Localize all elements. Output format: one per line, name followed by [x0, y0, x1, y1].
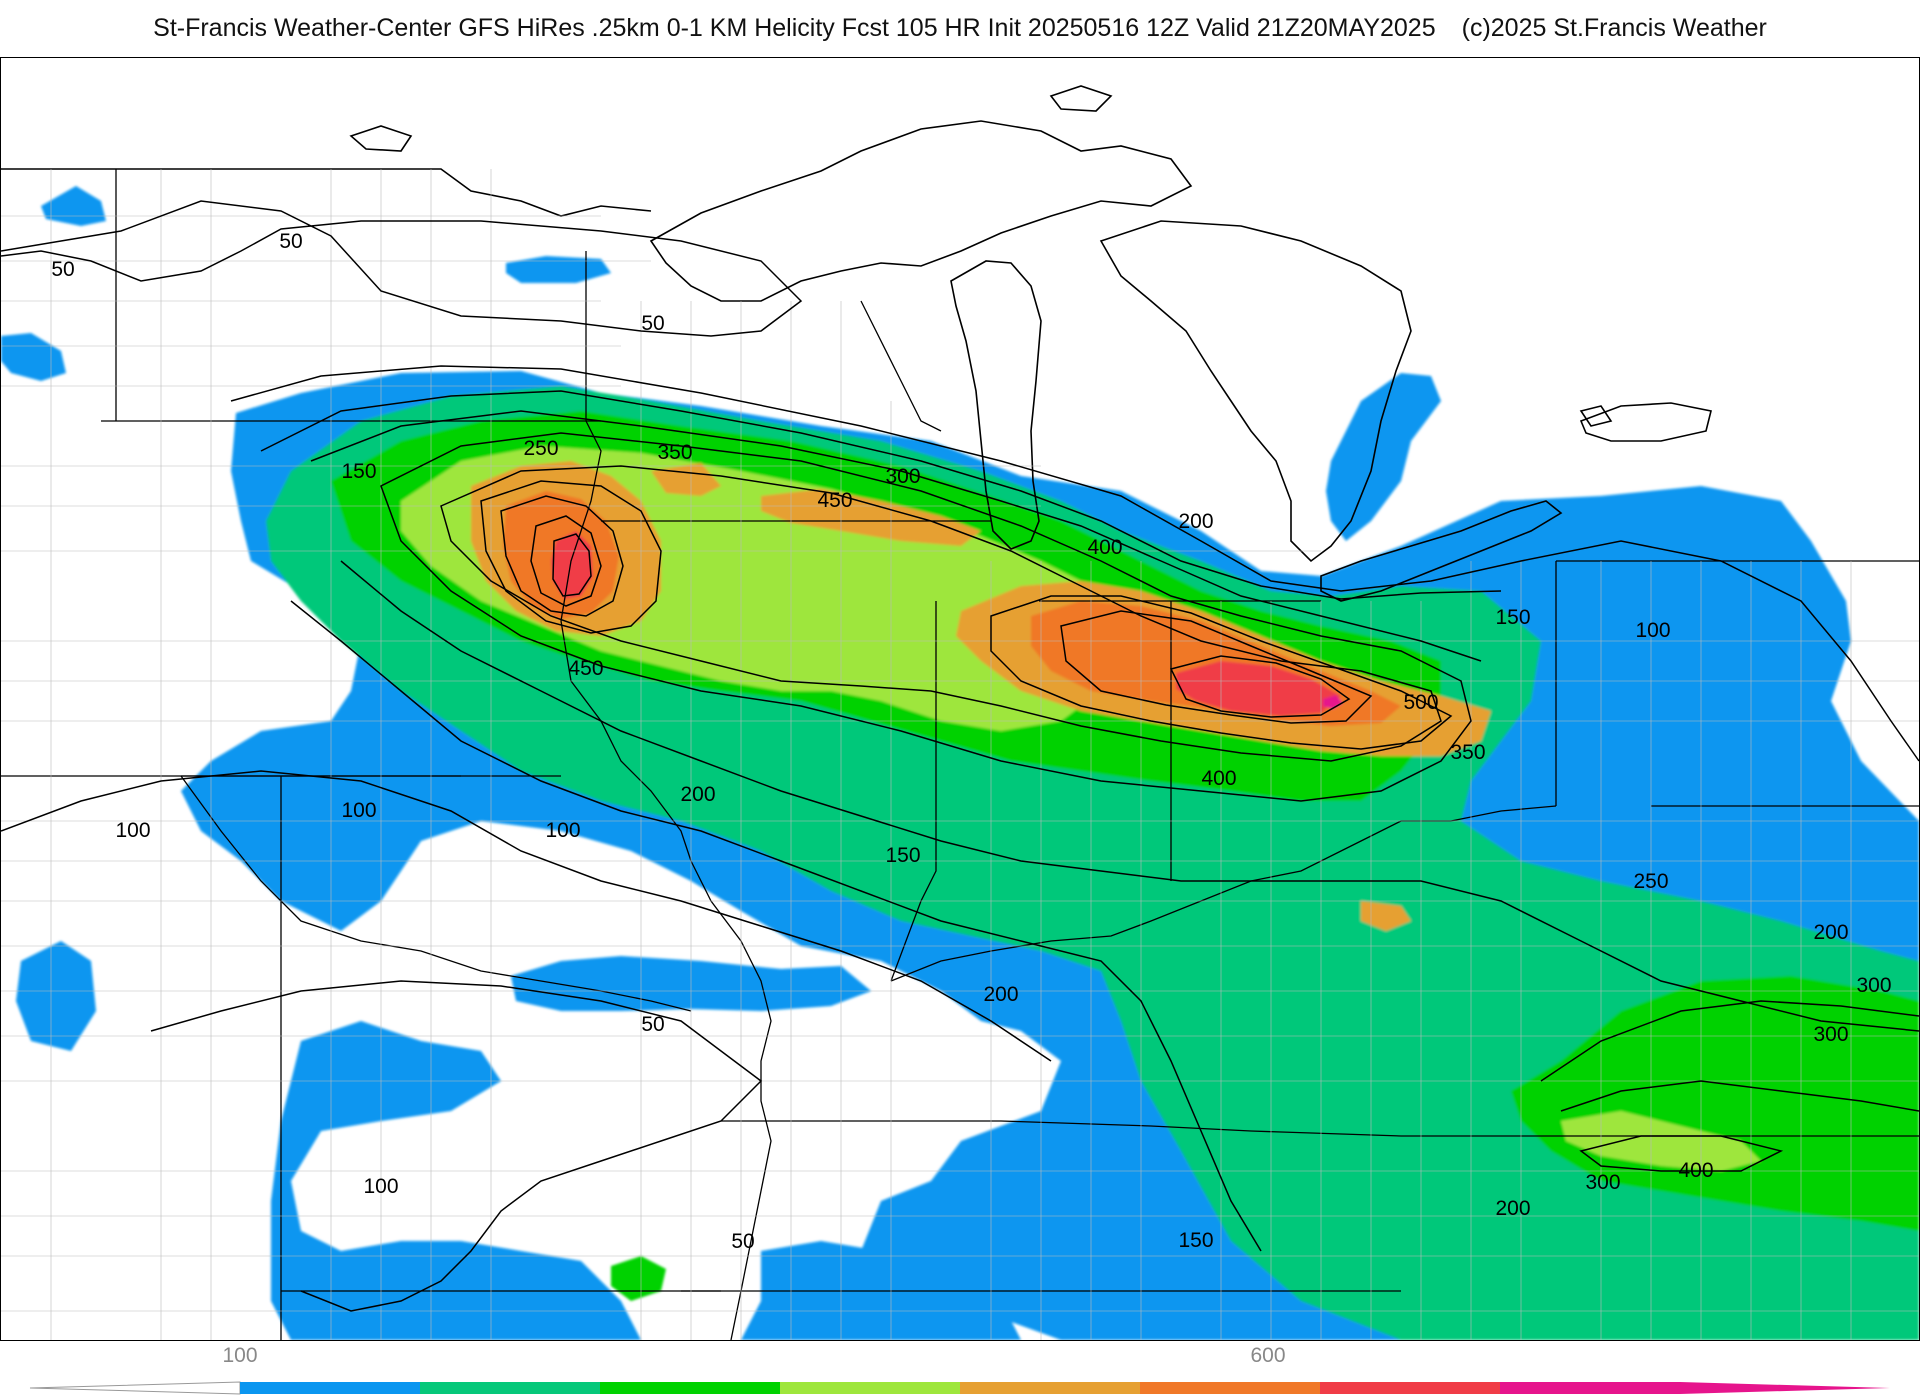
- shade-blue-west: [16, 941, 96, 1051]
- contour-label: 200: [1495, 1197, 1530, 1220]
- contour-label: 300: [1856, 974, 1891, 997]
- contour-label: 50: [731, 1230, 754, 1253]
- colorbar-tick-label: 100: [222, 1344, 257, 1368]
- contour-label: 200: [1178, 510, 1213, 533]
- shade-blue-nw2: [1, 333, 66, 381]
- contour-label: 350: [657, 441, 692, 464]
- contour-label: 100: [545, 819, 580, 842]
- shade-blue-lake-huron: [1326, 373, 1441, 541]
- contour-label: 400: [1678, 1159, 1713, 1182]
- colorbar-tick-label: 600: [1250, 1344, 1285, 1368]
- lake-ontario-shore: [1581, 403, 1711, 441]
- contour-label: 150: [1495, 606, 1530, 629]
- contour-50-north: [1, 201, 801, 336]
- canada-lake-1: [351, 126, 411, 151]
- contour-label: 50: [641, 1013, 664, 1036]
- colorbar-graphic: [0, 1376, 1920, 1400]
- contour-label: 300: [885, 465, 920, 488]
- contour-label: 100: [1635, 619, 1670, 642]
- contour-label: 100: [115, 819, 150, 842]
- canada-lake-2: [1051, 86, 1111, 111]
- colorbar-low-arrow: [30, 1382, 240, 1394]
- shade-blue-mn: [506, 256, 611, 283]
- copyright: (c)2025 St.Francis Weather: [1462, 14, 1767, 43]
- contour-label: 250: [1633, 870, 1668, 893]
- contour-label: 150: [341, 460, 376, 483]
- contour-label: 50: [279, 230, 302, 253]
- contour-label: 100: [341, 799, 376, 822]
- map-frame: 50 50 50 50 50 100 100 100 100 100 150 1…: [0, 57, 1920, 1341]
- contour-label: 400: [1087, 536, 1122, 559]
- state-line-wi-mi-up: [861, 301, 941, 431]
- contour-label: 200: [983, 983, 1018, 1006]
- contour-label: 450: [817, 489, 852, 512]
- lake-superior-shore: [651, 121, 1191, 301]
- mississippi-river: [691, 861, 771, 1340]
- contour-label: 150: [885, 844, 920, 867]
- colorbar-high-arrow: [1680, 1382, 1890, 1394]
- contour-label: 450: [568, 657, 603, 680]
- contour-label: 300: [1585, 1171, 1620, 1194]
- contour-label: 50: [641, 312, 664, 335]
- colorbar-segment: [240, 1382, 421, 1394]
- contour-label: 250: [523, 437, 558, 460]
- contour-label: 200: [680, 783, 715, 806]
- colorbar-segment: [600, 1382, 781, 1394]
- map-title: St-Francis Weather-Center GFS HiRes .25k…: [153, 14, 1435, 43]
- colorbar-segment: [780, 1382, 961, 1394]
- contour-label: 400: [1201, 767, 1236, 790]
- title-bar: St-Francis Weather-Center GFS HiRes .25k…: [0, 0, 1920, 56]
- contour-label: 300: [1813, 1023, 1848, 1046]
- contour-label: 150: [1178, 1229, 1213, 1252]
- shade-green-south-spot: [611, 1256, 666, 1301]
- colorbar-segment: [1500, 1382, 1681, 1394]
- colorbar-segment: [1320, 1382, 1501, 1394]
- helicity-map: 50 50 50 50 50 100 100 100 100 100 150 1…: [1, 58, 1919, 1340]
- colorbar-segment: [420, 1382, 601, 1394]
- colorbar-segments: [240, 1382, 1681, 1394]
- contour-label: 100: [363, 1175, 398, 1198]
- shade-blue-southwest: [271, 1021, 641, 1340]
- contour-label: 50: [51, 258, 74, 281]
- colorbar-segment: [1140, 1382, 1321, 1394]
- contour-label: 200: [1813, 921, 1848, 944]
- contour-label: 500: [1403, 691, 1438, 714]
- colorbar-segment: [960, 1382, 1141, 1394]
- contour-label: 350: [1450, 741, 1485, 764]
